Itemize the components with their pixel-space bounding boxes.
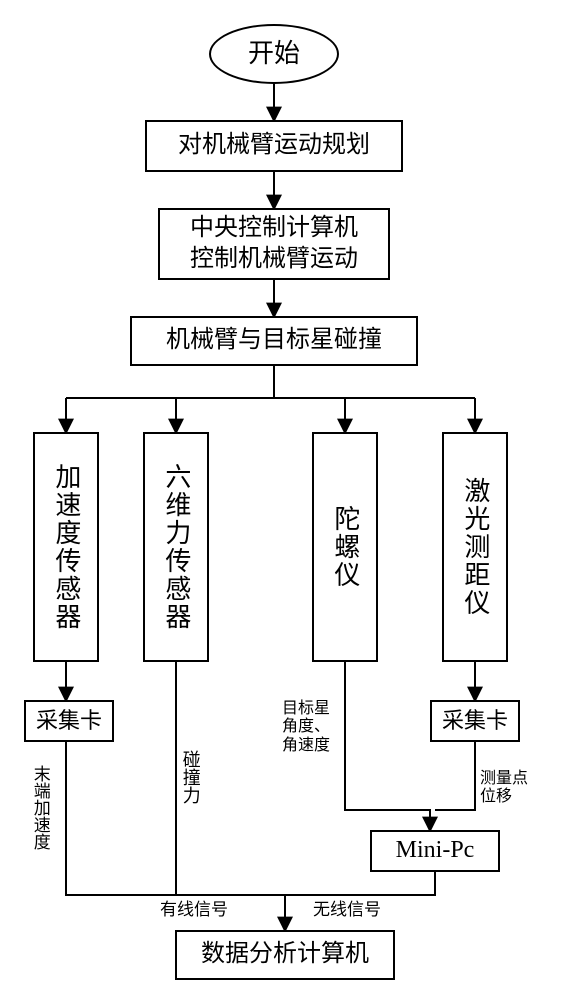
node-gyro: 陀螺仪 <box>312 432 378 662</box>
node-cap1: 采集卡 <box>24 700 114 742</box>
label-wired: 有线信号 <box>160 900 228 920</box>
node-cap2: 采集卡 <box>430 700 520 742</box>
node-cap2-label: 采集卡 <box>442 707 508 736</box>
node-analyzer-label: 数据分析计算机 <box>201 939 369 970</box>
node-gyro-label: 陀螺仪 <box>328 505 362 589</box>
node-cap1-label: 采集卡 <box>36 707 102 736</box>
label-target-angle: 目标星 角度、 角速度 <box>282 700 330 755</box>
node-accel-label: 加速度传感器 <box>49 463 83 631</box>
node-collide: 机械臂与目标星碰撞 <box>130 316 418 366</box>
label-end-accel: 末端加速度 <box>30 765 49 850</box>
flowchart-canvas: 开始 对机械臂运动规划 中央控制计算机 控制机械臂运动 机械臂与目标星碰撞 加速… <box>0 0 567 1000</box>
node-plan: 对机械臂运动规划 <box>145 120 403 172</box>
node-plan-label: 对机械臂运动规划 <box>178 130 370 161</box>
node-laser-label: 激光测距仪 <box>458 477 492 617</box>
node-force6-label: 六维力传感器 <box>159 463 193 631</box>
node-ctrl: 中央控制计算机 控制机械臂运动 <box>158 208 390 280</box>
node-collide-label: 机械臂与目标星碰撞 <box>166 325 382 356</box>
node-accel: 加速度传感器 <box>33 432 99 662</box>
node-minipc: Mini-Pc <box>370 830 500 872</box>
label-impact-force: 碰撞力 <box>180 750 200 804</box>
node-force6: 六维力传感器 <box>143 432 209 662</box>
node-start-label: 开始 <box>248 37 300 71</box>
node-minipc-label: Mini-Pc <box>396 835 475 866</box>
node-start: 开始 <box>209 24 339 84</box>
node-ctrl-label: 中央控制计算机 控制机械臂运动 <box>190 213 358 275</box>
label-meas-disp: 测量点 位移 <box>480 770 528 807</box>
label-wireless: 无线信号 <box>313 900 381 920</box>
node-laser: 激光测距仪 <box>442 432 508 662</box>
node-analyzer: 数据分析计算机 <box>175 930 395 980</box>
